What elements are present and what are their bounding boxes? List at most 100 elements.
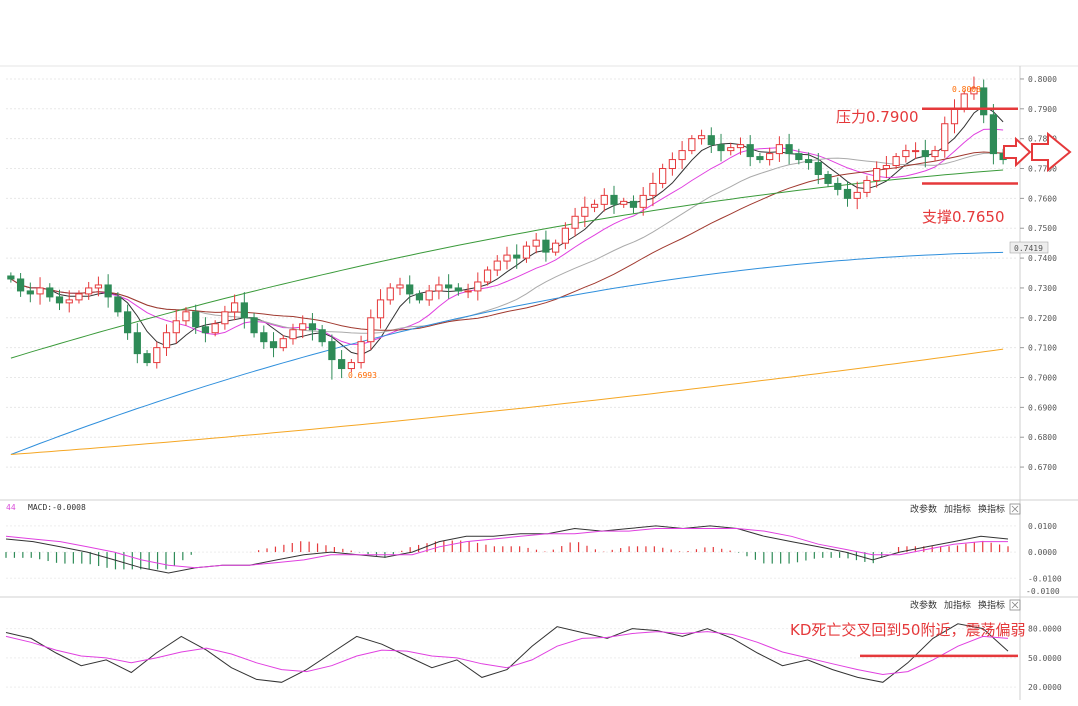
candle-up xyxy=(532,239,540,247)
candle-up xyxy=(697,135,706,140)
candle-up xyxy=(425,290,433,301)
candle-up xyxy=(970,87,978,95)
candle-up xyxy=(503,254,511,262)
candle-up xyxy=(911,150,920,153)
price-axis: 0.8000 0.7900 0.7800 0.7700 0.7600 0.7500 0.74… xyxy=(1020,75,1062,692)
candle-up xyxy=(960,93,968,110)
candle-up xyxy=(221,311,229,325)
candle-down xyxy=(338,359,346,370)
candle-up xyxy=(552,242,560,253)
kd-change-params[interactable]: 改参数 xyxy=(910,599,937,611)
candle-down xyxy=(445,284,453,289)
kd-tick-label: 50.0000 xyxy=(1028,654,1062,663)
candle-down xyxy=(756,156,764,161)
candle-down xyxy=(843,188,852,199)
candle-down xyxy=(143,353,151,364)
candle-down xyxy=(707,135,715,146)
kd-panel xyxy=(5,623,1018,683)
support-label: 支撑0.7650 xyxy=(922,208,1005,226)
price-tick-label: 0.7100 xyxy=(1028,344,1057,353)
candle-up xyxy=(162,332,171,349)
candle-up xyxy=(727,147,735,152)
candle-down xyxy=(55,296,64,304)
kd-note-label: KD死亡交叉回到50附近，震荡偏弱 xyxy=(790,621,1025,639)
high-price-label: 0.8008 xyxy=(952,85,981,94)
candle-up xyxy=(853,191,861,199)
candle-down xyxy=(989,114,998,155)
macd-close-icon[interactable] xyxy=(1009,503,1021,515)
candle-down xyxy=(26,290,34,295)
kd-tick-label: 20.0000 xyxy=(1028,683,1062,692)
price-tick-label: 0.6700 xyxy=(1028,463,1057,472)
candle-up xyxy=(522,245,531,259)
candle-down xyxy=(46,287,54,298)
candle-down xyxy=(133,332,141,355)
price-tick-label: 0.7600 xyxy=(1028,194,1057,203)
candle-up xyxy=(931,150,939,158)
candle-down xyxy=(260,332,268,343)
candle-up xyxy=(386,287,394,301)
candle-up xyxy=(367,317,375,343)
candlesticks xyxy=(7,76,1007,380)
candle-down xyxy=(269,341,278,349)
candle-up xyxy=(347,362,355,370)
candle-up xyxy=(639,194,647,208)
price-tick-label: 0.7700 xyxy=(1028,165,1057,174)
candle-up xyxy=(678,150,686,161)
candle-up xyxy=(172,320,180,334)
candle-up xyxy=(873,168,881,181)
arrow-icon xyxy=(1003,131,1072,173)
candle-down xyxy=(814,162,822,175)
candle-down xyxy=(834,182,842,190)
candle-up xyxy=(736,144,745,149)
macd-tick-label: 0.0000 xyxy=(1028,548,1057,557)
candle-down xyxy=(804,159,813,164)
current-price-box xyxy=(1009,241,1049,254)
candle-down xyxy=(824,173,832,184)
candle-up xyxy=(357,341,365,364)
price-tick-label: 0.7400 xyxy=(1028,254,1057,263)
candle-up xyxy=(36,287,44,295)
candle-down xyxy=(308,323,317,331)
candle-down xyxy=(201,326,210,334)
price-tick-label: 0.7800 xyxy=(1028,135,1057,144)
candle-up xyxy=(902,150,910,158)
candle-down xyxy=(629,200,638,208)
candle-up xyxy=(376,299,385,319)
price-tick-label: 0.8000 xyxy=(1028,75,1057,84)
candle-down xyxy=(104,284,112,298)
macd-add-indicator[interactable]: 加指标 xyxy=(944,503,971,515)
candle-down xyxy=(513,254,521,259)
macd-change-params[interactable]: 改参数 xyxy=(910,503,937,515)
candle-up xyxy=(94,284,103,289)
macd-switch-indicator[interactable]: 换指标 xyxy=(978,503,1005,515)
price-tick-label: 0.7000 xyxy=(1028,374,1057,383)
candle-up xyxy=(561,227,569,244)
current-price-label: 0.7419 xyxy=(1014,244,1043,253)
candle-up xyxy=(230,302,239,313)
macd-title: MACD:-0.0008 xyxy=(28,503,86,512)
kd-tick-label: 80.0000 xyxy=(1028,625,1062,634)
candle-up xyxy=(668,159,676,170)
macd-dea-line xyxy=(5,528,1008,569)
candle-down xyxy=(921,150,929,158)
candle-down xyxy=(250,317,258,334)
candle-up xyxy=(620,200,628,205)
candle-up xyxy=(474,281,482,292)
kd-add-indicator[interactable]: 加指标 xyxy=(944,599,971,611)
ma30-line xyxy=(10,151,1004,331)
candle-down xyxy=(717,144,725,152)
macd-tick-label: -0.0100 xyxy=(1028,574,1062,583)
candle-up xyxy=(882,165,891,170)
candle-up xyxy=(85,287,93,295)
candle-up xyxy=(571,215,579,229)
ma120-line xyxy=(10,251,1004,455)
moving-average-lines xyxy=(10,105,1004,455)
price-tick-label: 0.7300 xyxy=(1028,284,1057,293)
candle-up xyxy=(279,338,287,349)
candle-down xyxy=(415,293,424,301)
candle-up xyxy=(289,329,297,340)
kd-close-icon[interactable] xyxy=(1009,599,1021,611)
kd-switch-indicator[interactable]: 换指标 xyxy=(978,599,1005,611)
candle-up xyxy=(600,194,608,205)
